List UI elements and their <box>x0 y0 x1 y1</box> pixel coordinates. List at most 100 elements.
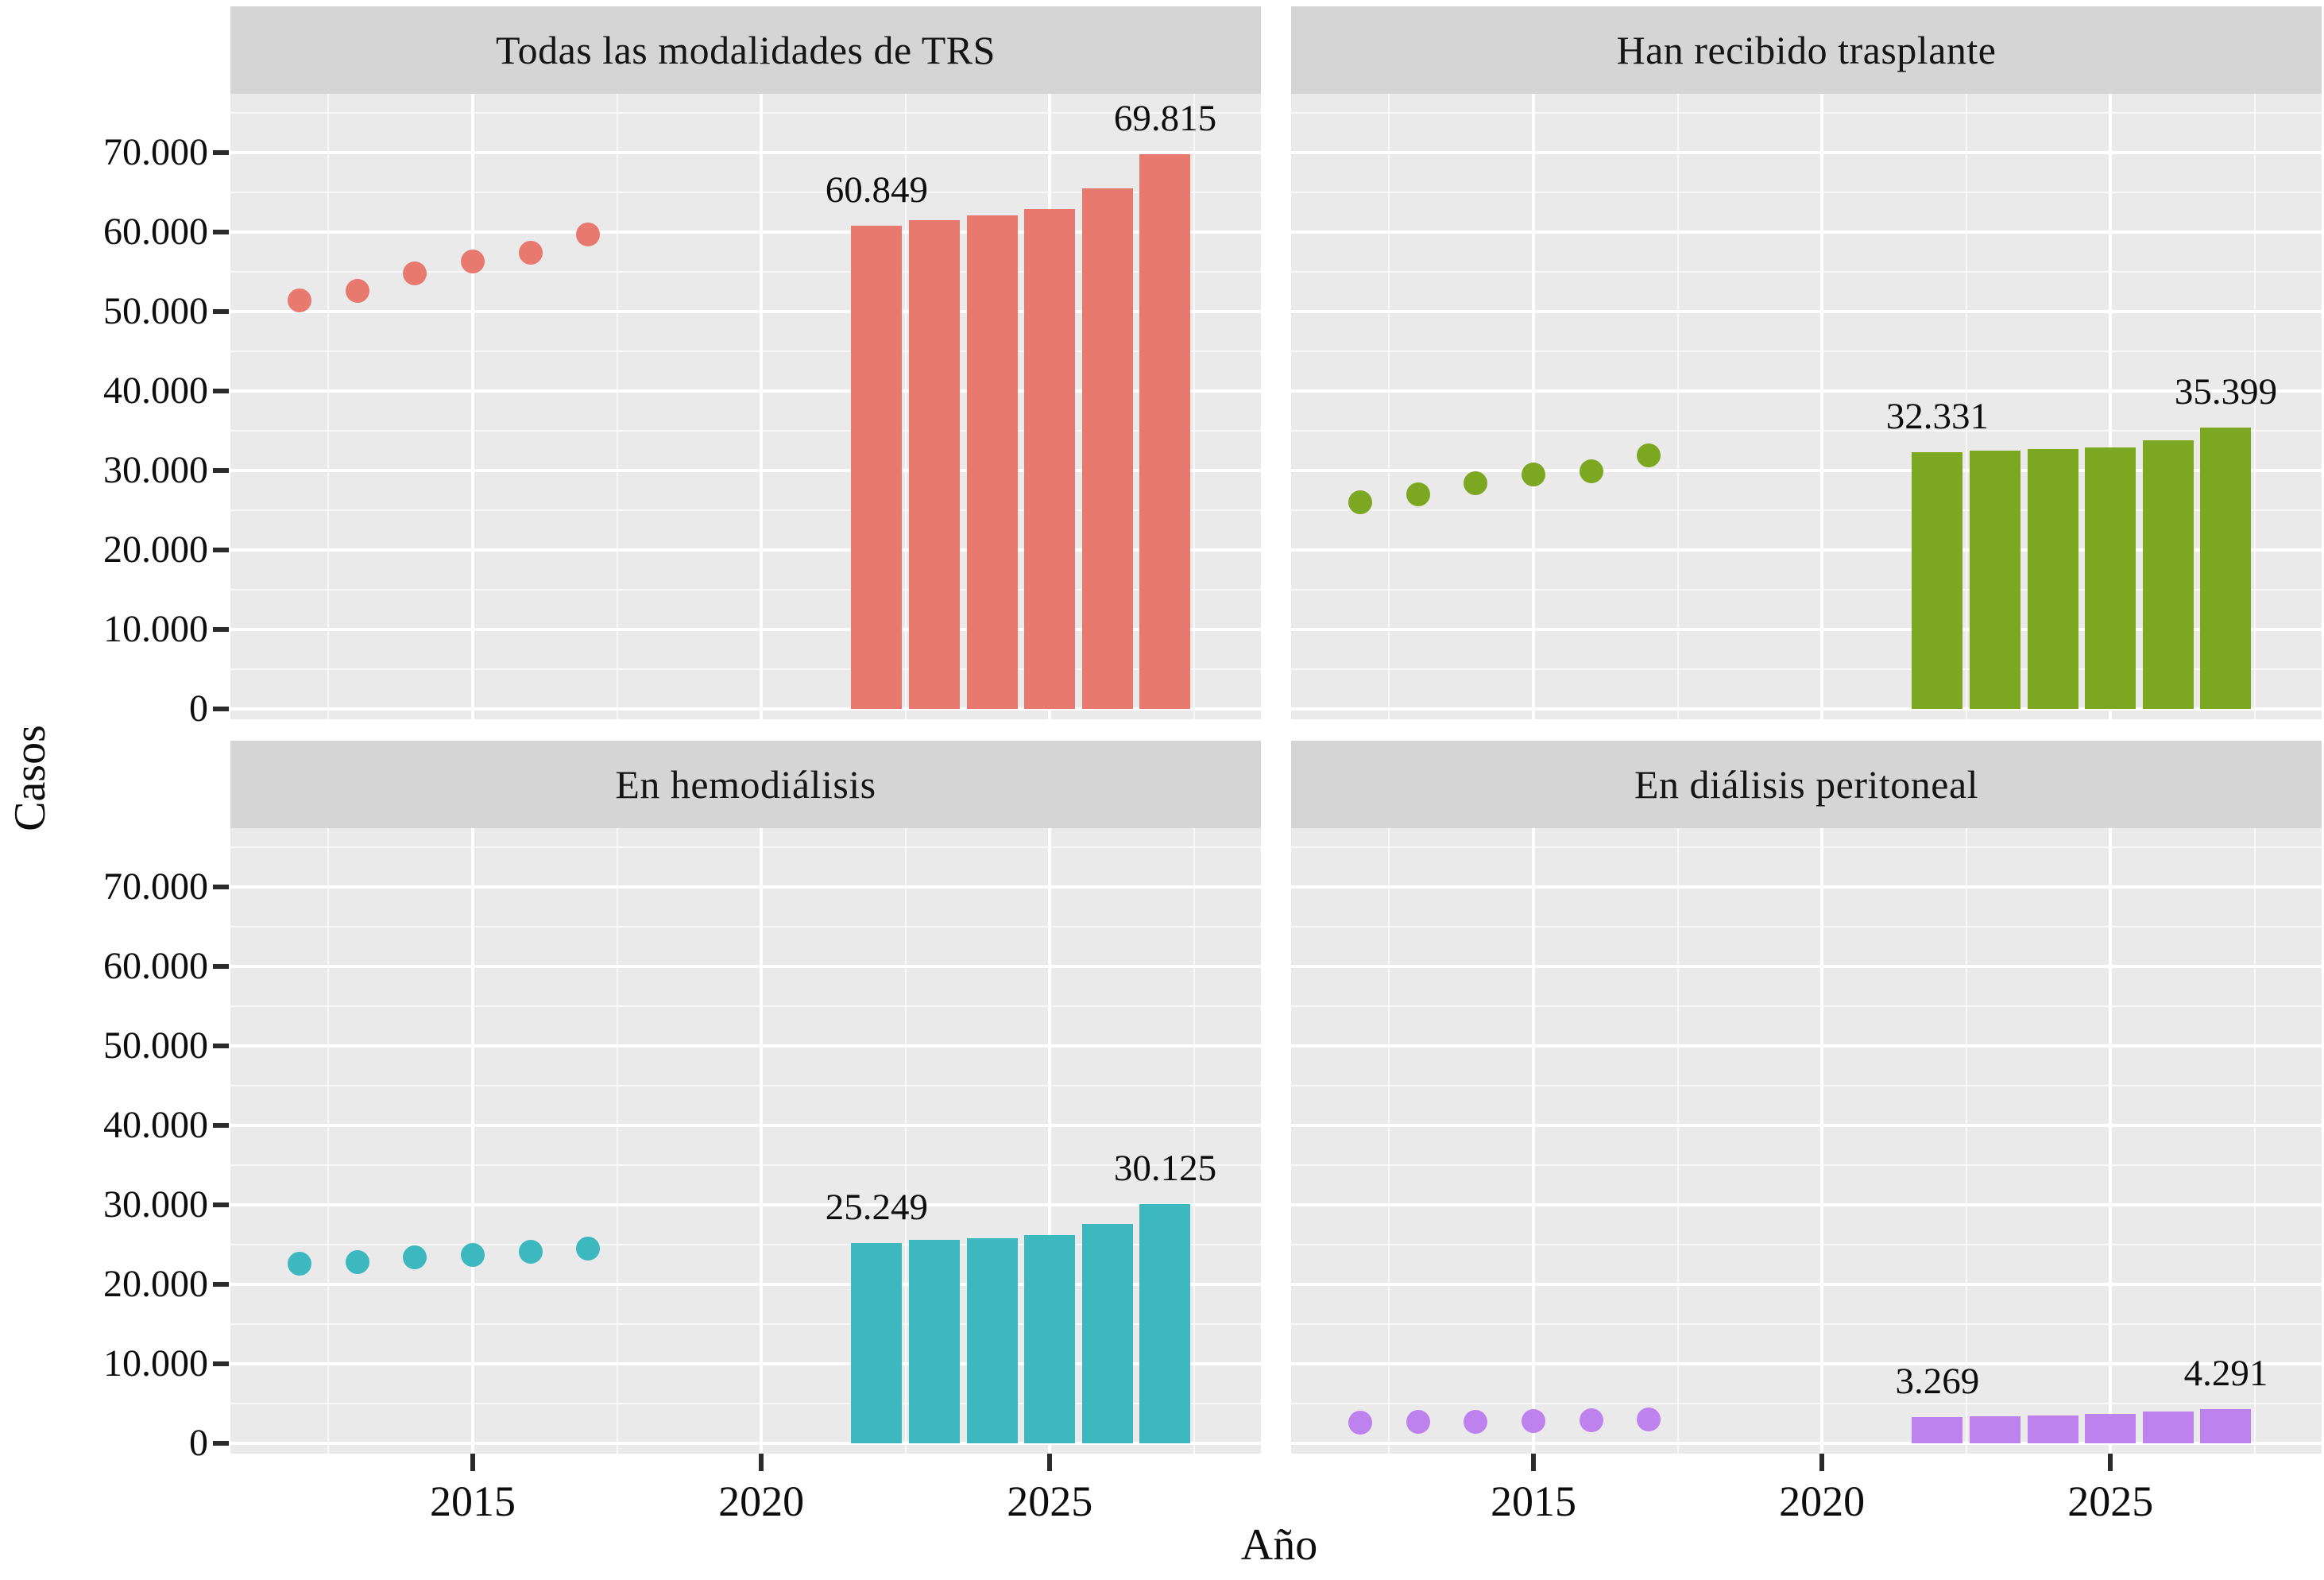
y-tick-mark <box>213 1282 229 1287</box>
x-minor-gridline <box>904 94 907 719</box>
x-axis-title: Año <box>1240 1520 1318 1570</box>
projection-bar <box>1024 1235 1076 1443</box>
bar-value-label: 4.291 <box>2183 1353 2268 1395</box>
y-major-gridline <box>1291 310 2322 313</box>
y-major-gridline <box>1291 628 2322 631</box>
x-major-gridline <box>1532 94 1535 719</box>
projection-bar <box>1139 153 1191 709</box>
y-major-gridline <box>1291 1124 2322 1127</box>
y-minor-gridline <box>230 430 1261 432</box>
facet-panel-2: Han recibido trasplante 32.331 35.399 <box>1291 6 2322 719</box>
x-minor-gridline <box>2253 94 2256 719</box>
projection-bar <box>2085 1414 2136 1443</box>
y-minor-gridline <box>230 1164 1261 1166</box>
observed-data-point <box>518 1240 543 1264</box>
x-major-gridline <box>471 94 474 719</box>
observed-data-point <box>345 1250 369 1274</box>
y-major-gridline <box>230 1283 1261 1286</box>
projection-bar <box>966 1237 1018 1443</box>
y-major-gridline <box>230 885 1261 889</box>
projection-bar <box>1969 451 2020 709</box>
projection-bar <box>851 1242 903 1443</box>
facet-title: Todas las modalidades de TRS <box>496 28 996 72</box>
observed-data-point <box>288 1252 312 1276</box>
x-major-gridline <box>1820 94 1824 719</box>
projection-bar <box>2027 1415 2078 1443</box>
y-minor-gridline <box>1291 509 2322 511</box>
x-minor-gridline <box>327 94 330 719</box>
x-major-gridline <box>1820 828 1824 1454</box>
y-minor-gridline <box>1291 1403 2322 1404</box>
y-tick-mark <box>213 627 229 632</box>
y-minor-gridline <box>1291 926 2322 927</box>
observed-data-point <box>345 279 369 303</box>
y-minor-gridline <box>230 1243 1261 1245</box>
projection-bar <box>966 215 1018 709</box>
y-minor-gridline <box>1291 430 2322 432</box>
x-major-gridline <box>1048 828 1052 1454</box>
y-major-gridline <box>1291 965 2322 968</box>
y-tick-label: 40.000 <box>103 1104 208 1146</box>
y-tick-mark <box>213 309 229 314</box>
y-minor-gridline <box>1291 1164 2322 1166</box>
y-major-gridline <box>230 389 1261 393</box>
projection-bar <box>2142 1411 2194 1443</box>
y-minor-gridline <box>1291 1005 2322 1007</box>
bar-value-label: 60.849 <box>825 168 928 211</box>
observed-data-point <box>1579 1408 1603 1432</box>
observed-data-point <box>1637 1408 1661 1431</box>
y-minor-gridline <box>230 668 1261 670</box>
y-tick-label: 60.000 <box>103 211 208 253</box>
y-tick-mark <box>213 964 229 969</box>
y-tick-label: 50.000 <box>103 1024 208 1067</box>
observed-data-point <box>518 240 543 265</box>
plot-area: 32.331 35.399 <box>1291 94 2322 719</box>
y-tick-mark <box>213 230 229 234</box>
y-minor-gridline <box>230 509 1261 511</box>
x-minor-gridline <box>616 828 618 1454</box>
y-minor-gridline <box>1291 1323 2322 1325</box>
x-minor-gridline <box>1965 94 1967 719</box>
observed-data-point <box>1348 1411 1373 1435</box>
plot-area: 60.849 69.815 <box>230 94 1261 719</box>
x-tick-mark <box>1819 1454 1825 1471</box>
y-major-gridline <box>230 1442 1261 1445</box>
y-tick-mark <box>213 885 229 889</box>
y-minor-gridline <box>230 1084 1261 1086</box>
x-tick-mark <box>1531 1454 1536 1471</box>
observed-data-point <box>403 261 427 285</box>
y-minor-gridline <box>1291 668 2322 670</box>
y-major-gridline <box>1291 230 2322 234</box>
x-tick-label: 2015 <box>430 1477 516 1525</box>
x-minor-gridline <box>1388 828 1390 1454</box>
y-tick-label: 40.000 <box>103 370 208 412</box>
y-minor-gridline <box>1291 589 2322 591</box>
y-major-gridline <box>1291 1203 2322 1206</box>
y-major-gridline <box>1291 389 2322 393</box>
y-major-gridline <box>230 1203 1261 1206</box>
y-minor-gridline <box>230 1005 1261 1007</box>
facet-panel-3: En hemodiálisis 25.249 30.125 <box>230 741 1261 1454</box>
observed-data-point <box>1522 463 1545 486</box>
y-major-gridline <box>1291 548 2322 552</box>
x-major-gridline <box>471 828 474 1454</box>
y-tick-label: 0 <box>189 687 208 730</box>
observed-data-point <box>1637 443 1661 467</box>
y-major-gridline <box>1291 151 2322 154</box>
y-tick-mark <box>213 707 229 711</box>
y-minor-gridline <box>1291 350 2322 352</box>
y-major-gridline <box>1291 1362 2322 1365</box>
y-minor-gridline <box>1291 846 2322 848</box>
y-minor-gridline <box>230 350 1261 352</box>
x-minor-gridline <box>1193 94 1195 719</box>
y-tick-mark <box>213 468 229 473</box>
y-minor-gridline <box>230 589 1261 591</box>
y-tick-mark <box>213 1202 229 1207</box>
facet-panel-1: Todas las modalidades de TRS 60.849 69.815 <box>230 6 1261 719</box>
projection-bar <box>2200 428 2252 709</box>
bar-value-label: 3.269 <box>1895 1361 1980 1403</box>
plot-area: 3.269 4.291 <box>1291 828 2322 1454</box>
y-major-gridline <box>230 1362 1261 1365</box>
x-minor-gridline <box>1193 828 1195 1454</box>
y-tick-label: 0 <box>189 1422 208 1464</box>
